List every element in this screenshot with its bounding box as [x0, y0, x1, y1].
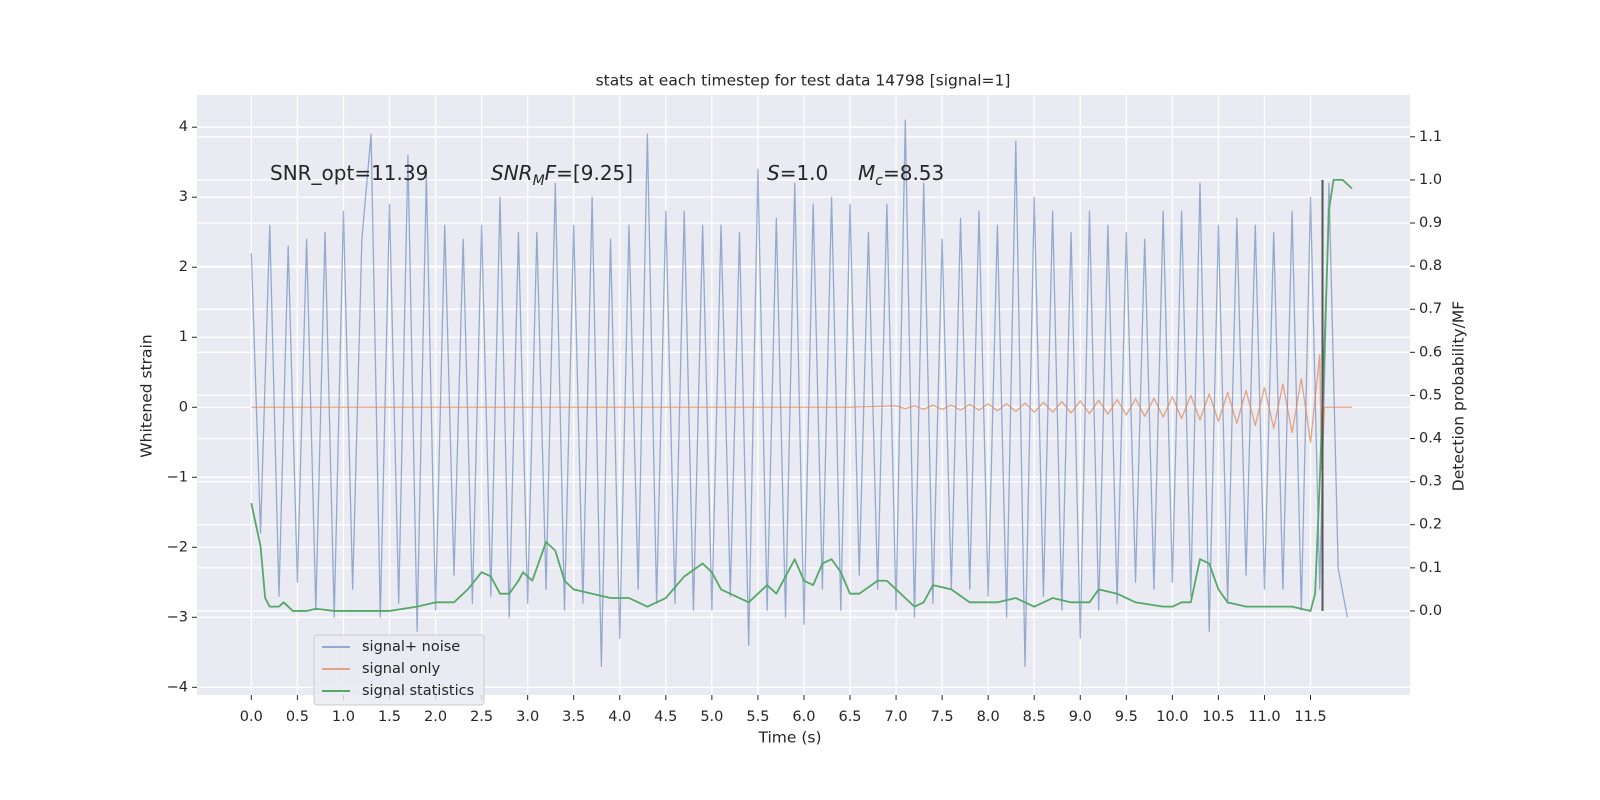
legend-label: signal statistics	[362, 683, 474, 699]
y2-axis-label: Detection probability/MF	[1450, 301, 1468, 492]
y2-tick-label: 0.8	[1419, 258, 1442, 274]
x-tick-label: 1.0	[332, 709, 355, 725]
x-tick-label: 11.5	[1294, 709, 1326, 725]
y2-tick-label: 0.1	[1419, 560, 1442, 576]
y-tick-label: −1	[167, 469, 188, 485]
annotation: Mc=8.53	[858, 161, 944, 189]
series-line	[251, 354, 1352, 471]
x-tick-label: 1.5	[378, 709, 401, 725]
x-tick-label: 5.0	[700, 709, 723, 725]
chart-title: stats at each timestep for test data 147…	[596, 72, 1011, 90]
annotation: SNR_opt=11.39	[270, 161, 428, 185]
y2-tick-label: 0.5	[1419, 387, 1442, 403]
legend-box	[313, 634, 485, 706]
x-tick-label: 10.5	[1202, 709, 1234, 725]
annotation-part: =1.0	[780, 161, 829, 185]
x-tick-label: 5.5	[746, 709, 769, 725]
x-tick-label: 6.5	[838, 709, 861, 725]
x-tick-label: 0.0	[240, 709, 263, 725]
annotation-part: =8.53	[883, 161, 944, 185]
x-tick-label: 2.0	[424, 709, 447, 725]
y2-tick-label: 0.6	[1419, 344, 1442, 360]
y-tick-label: 0	[179, 399, 188, 415]
y2-tick-label: 0.0	[1419, 603, 1442, 619]
annotation-part: c	[875, 173, 883, 189]
y2-tick-label: 0.7	[1419, 301, 1442, 317]
series-line	[250, 119, 1349, 667]
x-tick-label: 9.5	[1115, 709, 1138, 725]
x-tick-label: 4.5	[654, 709, 677, 725]
x-tick-label: 6.0	[792, 709, 815, 725]
y2-tick-label: 0.4	[1419, 431, 1442, 447]
x-tick-label: 8.0	[977, 709, 1000, 725]
x-tick-label: 7.0	[885, 709, 908, 725]
annotation-part: SNR	[491, 161, 533, 185]
y2-tick-label: 0.2	[1419, 517, 1442, 533]
x-tick-label: 10.0	[1156, 709, 1188, 725]
y2-tick-label: 1.1	[1419, 129, 1442, 145]
legend-label: signal+ noise	[362, 639, 460, 655]
x-tick-label: 9.0	[1069, 709, 1092, 725]
y2-tick-label: 0.3	[1419, 474, 1442, 490]
annotation-part: M	[858, 161, 875, 185]
y-tick-label: 3	[179, 189, 188, 205]
y-axis-label: Whitened strain	[138, 334, 156, 457]
legend-label: signal only	[362, 661, 441, 677]
y2-tick-label: 1.0	[1419, 172, 1442, 188]
x-axis-label: Time (s)	[757, 729, 821, 747]
x-tick-label: 0.5	[286, 709, 309, 725]
annotation-part: S	[767, 161, 780, 185]
legend: signal+ noise signal only signal statistic…	[313, 634, 485, 706]
annotation: SNRMF=[9.25]	[491, 161, 633, 189]
y-tick-label: −3	[167, 609, 188, 625]
x-tick-label: 3.5	[562, 709, 585, 725]
x-tick-label: 7.5	[931, 709, 954, 725]
x-tick-label: 4.0	[608, 709, 631, 725]
x-tick-label: 8.5	[1023, 709, 1046, 725]
y-tick-label: −2	[167, 539, 188, 555]
annotation-part: SNR_opt=11.39	[270, 161, 428, 185]
annotation-part: F	[545, 161, 557, 185]
y-tick-label: −4	[167, 679, 188, 695]
marks	[250, 119, 1353, 667]
annotation-part: M	[533, 173, 545, 189]
y-tick-label: 4	[179, 119, 188, 135]
y-tick-label: 2	[179, 259, 188, 275]
y2-tick-label: 0.9	[1419, 215, 1442, 231]
x-tick-label: 2.5	[470, 709, 493, 725]
annotation-part: =[9.25]	[556, 161, 633, 185]
series-line	[250, 179, 1353, 612]
x-tick-label: 11.0	[1248, 709, 1280, 725]
y-tick-label: 1	[179, 329, 188, 345]
annotation: S=1.0	[767, 161, 828, 185]
x-tick-label: 3.0	[516, 709, 539, 725]
